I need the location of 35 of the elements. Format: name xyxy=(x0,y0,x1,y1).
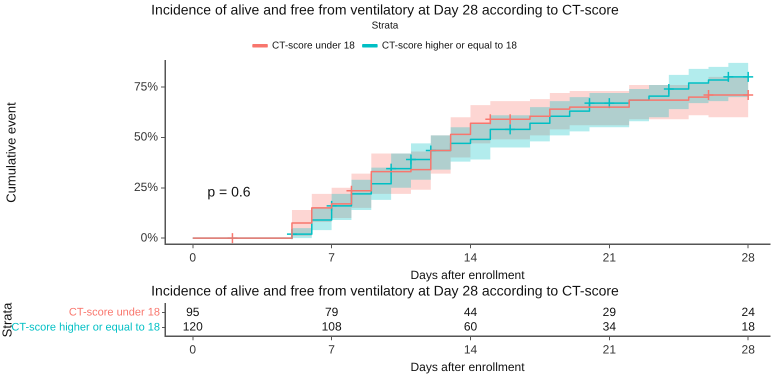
x-tick-label: 0 xyxy=(189,342,196,357)
x-tick-label: 7 xyxy=(328,342,336,357)
x-axis-title: Days after enrollment xyxy=(410,360,526,374)
data-label: 95 xyxy=(186,304,200,319)
data-label: 29 xyxy=(602,304,616,319)
chart-title: Incidence of alive and free from ventilatory at Day 28 according to CT-score xyxy=(151,282,620,298)
legend-label: CT-score higher or equal to 18 xyxy=(382,40,518,52)
legend-title: Strata xyxy=(372,20,399,32)
x-tick-label: 14 xyxy=(464,250,478,265)
data-label: 44 xyxy=(464,304,478,319)
data-label: 60 xyxy=(464,320,478,334)
x-tick-label: 21 xyxy=(602,342,616,357)
x-tick-label: 14 xyxy=(464,342,478,357)
y-tick-label: 25% xyxy=(134,180,158,194)
y-tick-label: 0% xyxy=(140,230,158,244)
x-axis-title: Days after enrollment xyxy=(410,268,526,282)
x-tick-label: 28 xyxy=(742,342,756,357)
y-tick-label: 50% xyxy=(134,130,158,144)
data-label: 120 xyxy=(182,320,204,334)
data-label: 108 xyxy=(322,320,342,334)
data-label: 18 xyxy=(742,320,756,334)
x-tick-label: 0 xyxy=(189,250,196,265)
data-label: 79 xyxy=(324,304,339,319)
y-tick-label: CT-score higher or equal to 18 xyxy=(11,321,160,334)
annotation: p = 0.6 xyxy=(207,184,251,200)
data-label: 34 xyxy=(602,320,616,334)
chart-title: Incidence of alive and free from ventilatory at Day 28 according to CT-score xyxy=(151,1,620,18)
legend-label: CT-score under 18 xyxy=(272,40,356,52)
y-tick-label: CT-score under 18 xyxy=(68,306,160,319)
y-tick-label: 75% xyxy=(134,79,158,94)
x-tick-label: 21 xyxy=(602,250,616,265)
data-label: 24 xyxy=(742,304,756,319)
y-axis-title: Cumulative event xyxy=(3,102,18,203)
x-tick-label: 28 xyxy=(742,250,756,265)
x-tick-label: 7 xyxy=(328,250,336,265)
